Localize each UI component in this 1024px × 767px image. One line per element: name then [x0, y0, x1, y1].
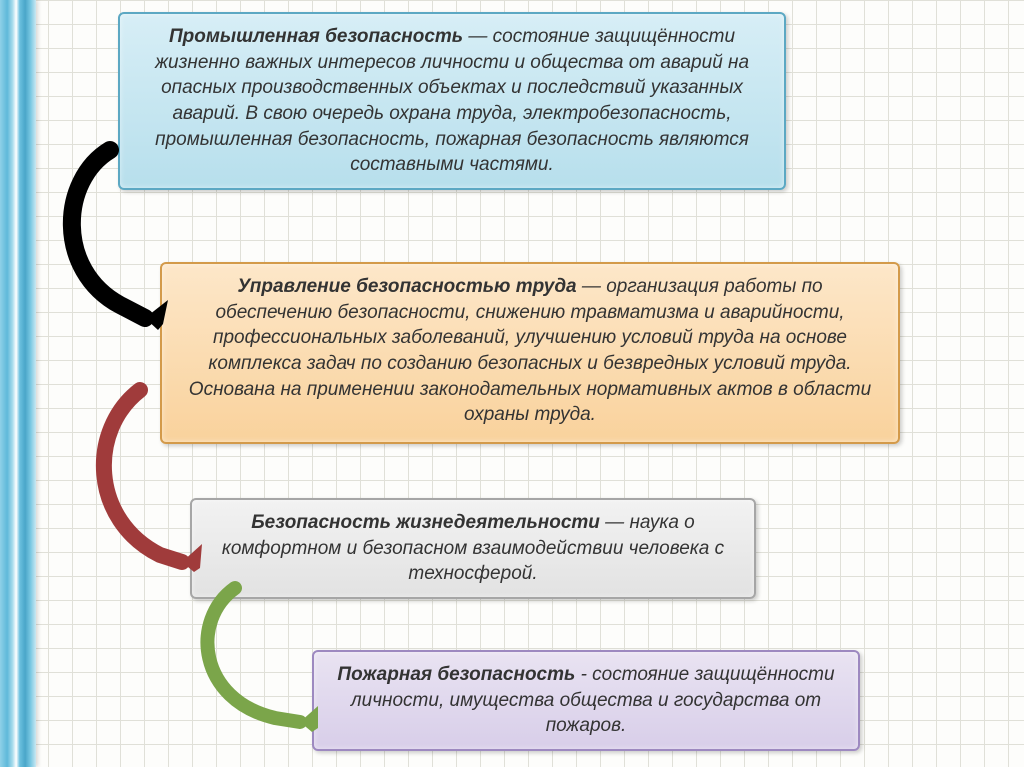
box-industrial-safety: Промышленная безопасность — состояние за… [118, 12, 786, 190]
box-body: — состояние защищённости жизненно важных… [155, 26, 749, 175]
box-labor-safety-mgmt: Управление безопасностью труда — организ… [160, 262, 900, 444]
box-fire-safety: Пожарная безопасность - состояние защищё… [312, 650, 860, 751]
box-title: Промышленная безопасность [169, 26, 463, 47]
box-title: Безопасность жизнедеятельности [251, 512, 600, 533]
box-title: Управление безопасностью труда [237, 276, 576, 297]
left-decorative-stripe [0, 0, 36, 767]
box-title: Пожарная безопасность [337, 664, 575, 685]
box-life-safety: Безопасность жизнедеятельности — наука о… [190, 498, 756, 599]
box-body: — организация работы по обеспечению безо… [189, 276, 871, 425]
